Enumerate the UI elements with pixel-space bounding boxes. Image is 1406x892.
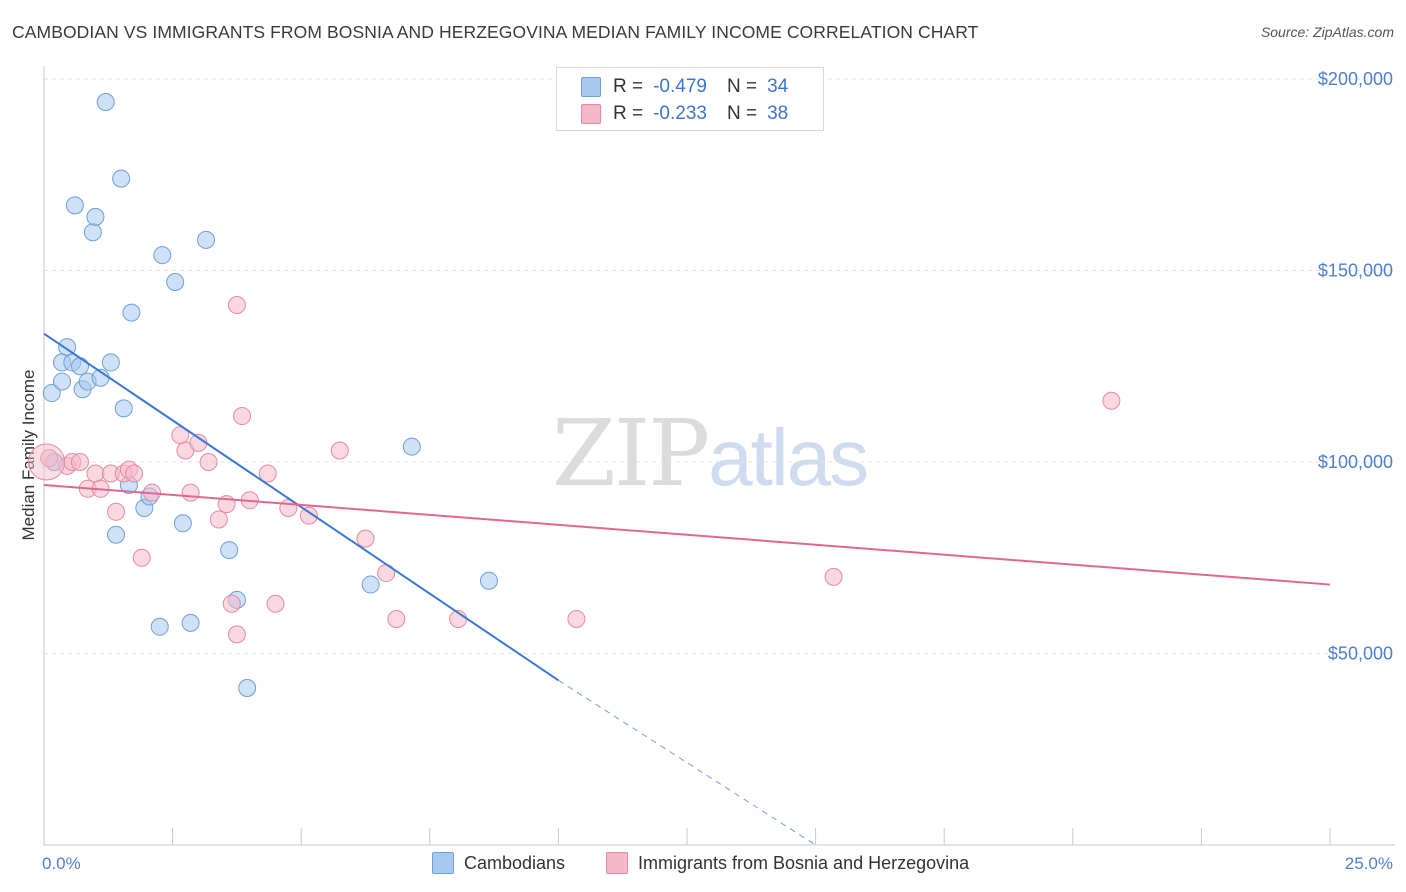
watermark: ZIPatlas (552, 400, 869, 507)
correlation-legend: R = -0.479 N = 34 R = -0.233 N = 38 (556, 67, 824, 131)
legend-r-label: R = (613, 76, 644, 97)
legend-row-bosnia: R = -0.233 N = 38 (581, 102, 788, 126)
x-tick-label: 25.0% (1345, 854, 1393, 873)
chart-title: CAMBODIAN VS IMMIGRANTS FROM BOSNIA AND … (12, 22, 979, 42)
point-cambodians (197, 230, 216, 249)
point-cambodians (83, 223, 102, 242)
point-bosnia (125, 464, 144, 483)
point-bosnia (824, 567, 843, 586)
bottom-legend-cambodians: Cambodians (432, 852, 565, 874)
legend-n-value: 34 (767, 76, 789, 97)
point-cambodians (220, 541, 239, 560)
point-bosnia (356, 529, 375, 548)
x-tick-label: 0.0% (42, 854, 81, 873)
point-bosnia (71, 453, 90, 471)
point-bosnia (181, 483, 200, 502)
bottom-legend-label-bosnia: Immigrants from Bosnia and Herzegovina (638, 852, 970, 873)
point-bosnia (567, 610, 586, 629)
bottom-legend-swatch-cambodians (432, 852, 454, 874)
point-cambodians (479, 571, 498, 590)
point-cambodians (101, 353, 120, 372)
y-tick-label: $50,000 (1328, 644, 1393, 664)
trend-line-bosnia (43, 483, 1331, 586)
point-bosnia (209, 510, 228, 529)
point-cambodians (181, 613, 200, 632)
point-bosnia (266, 594, 285, 613)
watermark-atlas: atlas (708, 413, 869, 502)
legend-swatch-cambodians (581, 77, 601, 97)
point-cambodians (114, 399, 133, 418)
trend-line-extension (558, 679, 816, 846)
point-cambodians (238, 678, 257, 697)
point-bosnia (28, 443, 66, 481)
point-cambodians (71, 357, 90, 376)
point-bosnia (1102, 391, 1121, 410)
bottom-legend-swatch-bosnia (606, 852, 628, 874)
point-cambodians (166, 272, 185, 291)
point-bosnia (233, 407, 252, 426)
legend-r-value: -0.479 (653, 76, 707, 97)
point-cambodians (96, 92, 115, 111)
point-cambodians (153, 246, 172, 265)
point-cambodians (42, 384, 61, 403)
legend-row-cambodians: R = -0.479 N = 34 (581, 75, 788, 99)
point-bosnia (199, 453, 218, 471)
legend-n-label: N = (726, 103, 758, 124)
point-cambodians (112, 169, 131, 188)
watermark-zip: ZIP (552, 400, 710, 507)
point-cambodians (173, 514, 192, 533)
y-tick-label: $150,000 (1318, 261, 1393, 281)
bottom-legend-bosnia: Immigrants from Bosnia and Herzegovina (606, 852, 969, 874)
point-cambodians (65, 196, 84, 215)
point-bosnia (86, 464, 105, 483)
y-tick-label: $200,000 (1318, 69, 1393, 89)
legend-r-value: -0.233 (653, 103, 707, 124)
point-cambodians (53, 372, 72, 391)
point-bosnia (227, 295, 246, 314)
source-label: Source: ZipAtlas.com (1260, 24, 1394, 40)
point-cambodians (150, 617, 169, 636)
point-bosnia (132, 548, 151, 567)
legend-n-label: N = (726, 76, 758, 97)
point-cambodians (107, 525, 126, 544)
point-bosnia (227, 625, 246, 644)
point-cambodians (402, 437, 421, 456)
point-cambodians (361, 575, 380, 594)
point-bosnia (330, 441, 349, 460)
trend-line-cambodians (43, 332, 559, 682)
point-cambodians (122, 303, 141, 322)
point-bosnia (107, 502, 126, 521)
point-bosnia (222, 594, 241, 613)
point-cambodians (86, 207, 105, 226)
point-bosnia (299, 506, 318, 525)
legend-r-label: R = (613, 103, 644, 124)
point-bosnia (40, 449, 59, 468)
bottom-legend-label-cambodians: Cambodians (464, 852, 566, 873)
legend-swatch-bosnia (581, 104, 601, 124)
y-tick-label: $100,000 (1318, 452, 1393, 472)
point-bosnia (258, 464, 277, 483)
legend-n-value: 38 (767, 103, 789, 124)
y-axis-title: Median Family Income (19, 369, 38, 540)
point-bosnia (387, 610, 406, 629)
